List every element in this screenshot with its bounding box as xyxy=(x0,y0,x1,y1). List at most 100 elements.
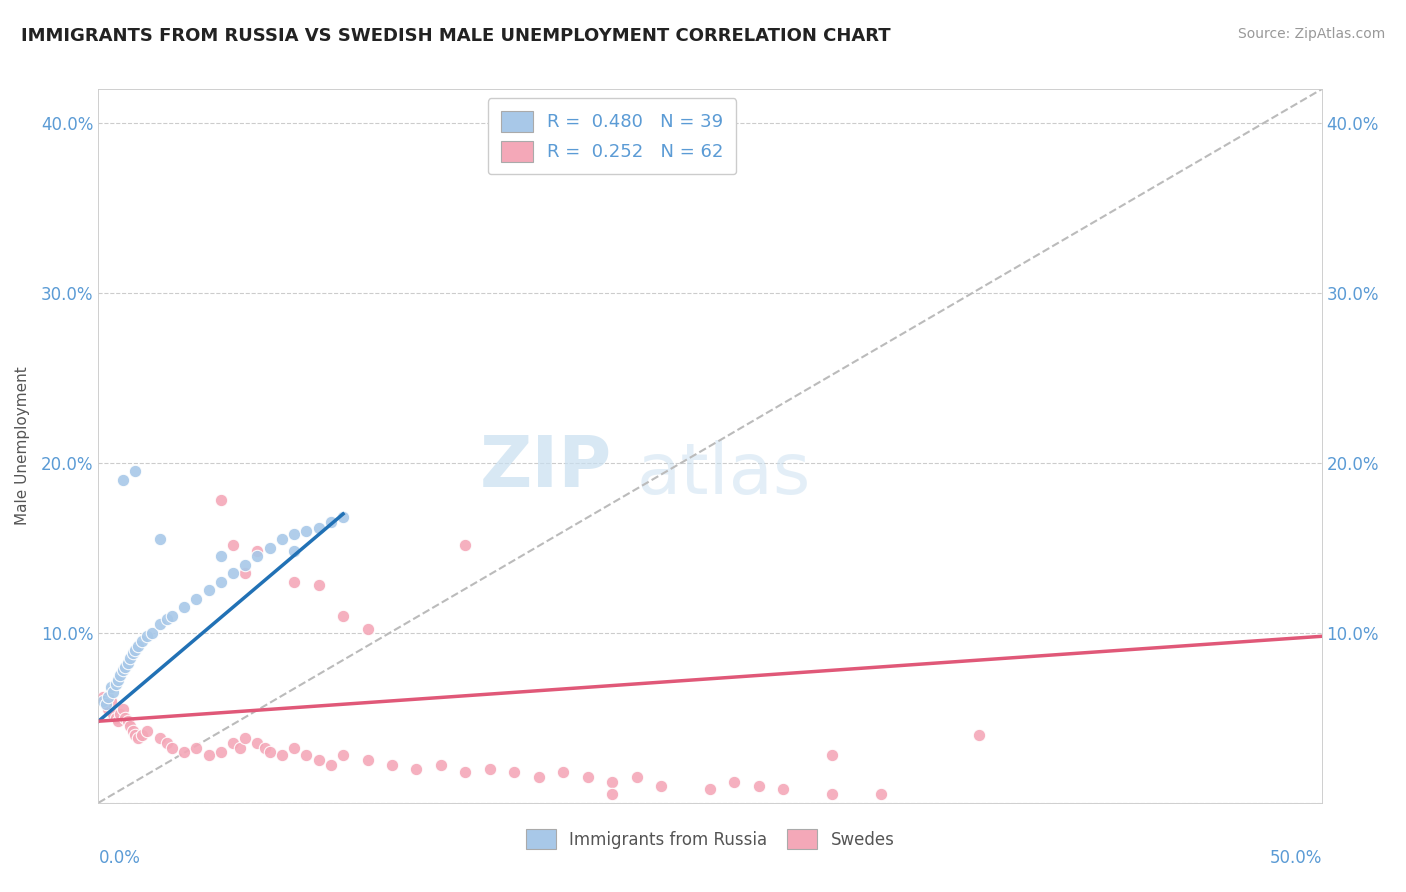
Point xyxy=(156,736,179,750)
Point xyxy=(222,566,245,581)
Point xyxy=(246,549,269,564)
Point xyxy=(454,765,477,780)
Point xyxy=(233,731,256,746)
Text: Source: ZipAtlas.com: Source: ZipAtlas.com xyxy=(1237,27,1385,41)
Point xyxy=(111,473,134,487)
Point xyxy=(821,787,844,801)
Point xyxy=(430,758,453,772)
Point xyxy=(110,668,132,682)
Point xyxy=(527,770,550,784)
Point xyxy=(259,745,281,759)
Text: IMMIGRANTS FROM RUSSIA VS SWEDISH MALE UNEMPLOYMENT CORRELATION CHART: IMMIGRANTS FROM RUSSIA VS SWEDISH MALE U… xyxy=(21,27,891,45)
Point xyxy=(233,558,256,572)
Point xyxy=(149,533,172,547)
Point xyxy=(270,748,294,763)
Point xyxy=(295,748,318,763)
Point xyxy=(772,782,794,797)
Point xyxy=(197,748,219,763)
Point xyxy=(332,748,354,763)
Point xyxy=(111,702,134,716)
Point xyxy=(319,516,342,530)
Point xyxy=(454,537,477,551)
Point xyxy=(503,765,526,780)
Point xyxy=(356,753,378,767)
Point xyxy=(319,758,342,772)
Point xyxy=(197,583,219,598)
Point xyxy=(209,549,232,564)
Point xyxy=(967,728,990,742)
Point xyxy=(131,634,153,648)
Point xyxy=(104,677,127,691)
Point xyxy=(308,520,330,534)
Point xyxy=(131,728,153,742)
Point xyxy=(100,694,122,708)
Point xyxy=(101,685,124,699)
Point xyxy=(600,787,623,801)
Point xyxy=(209,745,232,759)
Point xyxy=(117,714,139,729)
Point xyxy=(104,711,127,725)
Point xyxy=(381,758,404,772)
Point xyxy=(127,731,149,746)
Point xyxy=(107,673,129,688)
Point xyxy=(94,698,117,712)
Point xyxy=(120,719,142,733)
Point xyxy=(246,544,269,558)
Point xyxy=(283,741,305,756)
Point xyxy=(100,680,122,694)
Point xyxy=(141,626,163,640)
Point xyxy=(600,775,623,789)
Point xyxy=(723,775,745,789)
Point xyxy=(149,731,172,746)
Point xyxy=(173,600,195,615)
Y-axis label: Male Unemployment: Male Unemployment xyxy=(15,367,30,525)
Point xyxy=(114,711,136,725)
Point xyxy=(259,541,281,555)
Point xyxy=(253,741,276,756)
Legend: Immigrants from Russia, Swedes: Immigrants from Russia, Swedes xyxy=(516,820,904,859)
Point xyxy=(209,493,232,508)
Point xyxy=(576,770,599,784)
Point xyxy=(124,643,146,657)
Point xyxy=(283,527,305,541)
Point xyxy=(121,724,143,739)
Point xyxy=(626,770,648,784)
Point xyxy=(229,741,252,756)
Point xyxy=(124,728,146,742)
Point xyxy=(97,702,120,716)
Point xyxy=(821,748,844,763)
Point xyxy=(160,741,183,756)
Point xyxy=(94,698,117,712)
Text: ZIP: ZIP xyxy=(479,433,612,502)
Point xyxy=(136,629,159,643)
Point xyxy=(209,574,232,589)
Point xyxy=(160,608,183,623)
Point xyxy=(156,612,179,626)
Point xyxy=(870,787,893,801)
Point xyxy=(120,651,142,665)
Point xyxy=(270,533,294,547)
Point xyxy=(114,660,136,674)
Point xyxy=(222,537,245,551)
Point xyxy=(91,694,114,708)
Point xyxy=(283,574,305,589)
Point xyxy=(127,640,149,654)
Point xyxy=(110,707,132,722)
Point xyxy=(121,646,143,660)
Text: 0.0%: 0.0% xyxy=(98,849,141,867)
Point xyxy=(124,465,146,479)
Point xyxy=(173,745,195,759)
Point xyxy=(136,724,159,739)
Point xyxy=(101,707,124,722)
Point xyxy=(308,578,330,592)
Point xyxy=(405,762,427,776)
Point xyxy=(295,524,318,538)
Point xyxy=(107,714,129,729)
Point xyxy=(748,779,770,793)
Point xyxy=(699,782,721,797)
Point xyxy=(91,690,114,705)
Point xyxy=(308,753,330,767)
Text: 50.0%: 50.0% xyxy=(1270,849,1322,867)
Point xyxy=(246,736,269,750)
Point xyxy=(650,779,672,793)
